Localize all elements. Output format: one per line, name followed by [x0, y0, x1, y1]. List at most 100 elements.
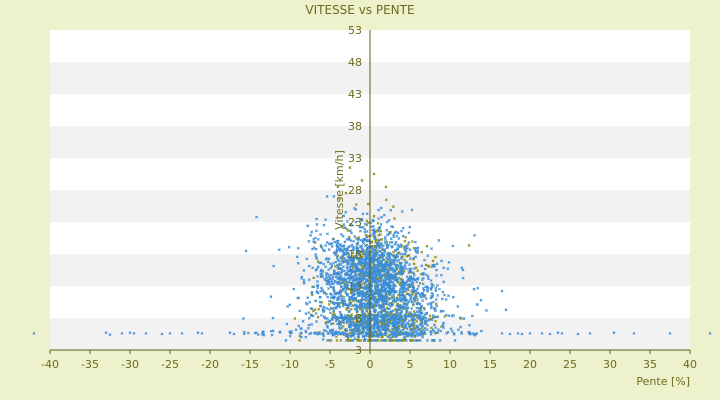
data-point: [345, 248, 348, 252]
data-point: [377, 208, 381, 212]
data-point: [293, 317, 297, 320]
data-point: [379, 283, 383, 286]
data-point: [397, 316, 401, 320]
data-point: [468, 323, 471, 327]
data-point: [396, 327, 400, 330]
data-point: [367, 289, 371, 293]
data-point: [339, 256, 342, 260]
data-point: [387, 270, 391, 274]
data-point: [327, 268, 331, 271]
data-point: [388, 338, 392, 342]
data-point: [375, 268, 379, 272]
data-point: [357, 333, 360, 337]
data-point: [410, 288, 414, 292]
data-point: [349, 287, 352, 291]
data-point: [384, 264, 388, 268]
data-point: [270, 333, 274, 337]
data-point: [500, 289, 504, 293]
data-point: [347, 315, 351, 319]
data-point: [344, 273, 348, 277]
data-point: [284, 338, 288, 342]
data-point: [362, 276, 366, 280]
data-point: [331, 282, 335, 286]
data-point: [335, 271, 339, 275]
data-point: [451, 295, 455, 299]
data-point: [397, 305, 401, 309]
data-point: [383, 320, 386, 324]
data-point: [406, 278, 410, 282]
data-point: [370, 334, 374, 338]
data-point: [354, 220, 358, 224]
data-point: [379, 206, 383, 210]
data-point: [409, 335, 413, 338]
data-point: [381, 264, 385, 268]
data-point: [335, 338, 339, 342]
data-point: [327, 248, 331, 251]
data-point: [439, 273, 443, 277]
data-point: [351, 333, 355, 337]
data-point: [335, 301, 339, 305]
data-point: [344, 329, 348, 333]
data-point: [347, 237, 351, 241]
data-point: [345, 338, 348, 342]
data-point: [318, 332, 322, 336]
data-point: [310, 307, 314, 311]
data-point: [307, 311, 311, 315]
data-point: [329, 311, 332, 315]
data-point: [390, 322, 393, 325]
data-point: [412, 267, 416, 270]
data-point: [395, 329, 399, 333]
data-point: [347, 280, 351, 284]
data-point: [419, 329, 423, 333]
data-point: [365, 253, 369, 257]
data-point: [287, 245, 291, 249]
data-point: [392, 254, 396, 258]
data-point: [347, 338, 351, 342]
data-point: [430, 265, 434, 269]
data-point: [339, 312, 343, 316]
data-point: [349, 335, 353, 338]
data-point: [422, 329, 426, 333]
data-point: [446, 330, 450, 334]
data-point: [375, 318, 379, 322]
data-point: [420, 264, 424, 268]
data-point: [380, 308, 384, 312]
data-point: [401, 322, 405, 326]
data-point: [329, 262, 333, 266]
data-point: [377, 238, 381, 242]
data-point: [403, 252, 407, 256]
data-point: [427, 318, 431, 322]
data-point: [315, 229, 318, 233]
data-point: [382, 305, 386, 309]
data-point: [385, 275, 389, 279]
data-point: [412, 273, 416, 277]
data-point: [340, 301, 344, 304]
data-point: [540, 331, 544, 335]
data-point: [367, 245, 370, 248]
data-point: [364, 315, 368, 319]
x-tick-label: -20: [201, 358, 219, 371]
data-point: [332, 194, 336, 198]
data-point: [393, 257, 397, 260]
data-point: [314, 312, 318, 315]
data-point: [345, 284, 348, 287]
data-point: [344, 258, 347, 262]
data-point: [304, 312, 308, 316]
data-point: [430, 326, 433, 330]
data-point: [389, 304, 392, 308]
data-point: [406, 306, 410, 310]
data-point: [347, 325, 351, 329]
data-point: [347, 306, 350, 310]
data-point: [409, 328, 412, 332]
data-point: [444, 313, 448, 317]
data-point: [442, 326, 445, 330]
data-point: [343, 240, 347, 244]
data-point: [337, 271, 341, 274]
data-point: [330, 329, 334, 333]
data-point: [387, 252, 391, 256]
data-point: [381, 256, 385, 259]
data-point: [393, 217, 396, 220]
data-point: [432, 338, 435, 342]
data-point: [324, 322, 328, 325]
data-point: [375, 322, 379, 325]
